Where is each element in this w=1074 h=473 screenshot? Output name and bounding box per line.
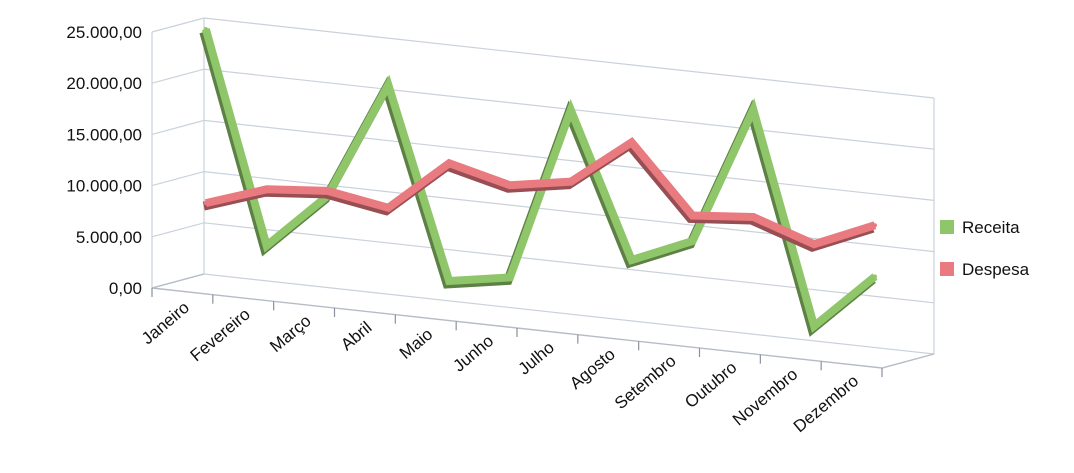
data-point-despesa bbox=[325, 188, 330, 193]
data-point-receita bbox=[629, 258, 634, 263]
gridline bbox=[151, 68, 935, 150]
x-tick-label: Julho bbox=[515, 338, 558, 379]
data-point-despesa bbox=[203, 201, 208, 206]
legend-label-receita: Receita bbox=[962, 218, 1020, 237]
x-tick-label: Fevereiro bbox=[187, 305, 254, 366]
data-point-receita bbox=[386, 82, 391, 87]
x-tick-label: Dezembro bbox=[790, 371, 862, 436]
data-point-despesa bbox=[386, 205, 391, 210]
x-tick-label: Outubro bbox=[681, 358, 740, 412]
data-point-receita bbox=[264, 243, 269, 248]
series-line-receita bbox=[201, 27, 878, 334]
data-point-despesa bbox=[507, 183, 512, 188]
data-point-despesa bbox=[751, 215, 756, 220]
gridline bbox=[151, 222, 935, 304]
data-point-despesa bbox=[812, 242, 817, 247]
legend-swatch-receita bbox=[940, 220, 954, 234]
data-point-despesa bbox=[568, 179, 573, 184]
data-point-receita bbox=[568, 107, 573, 112]
data-point-despesa bbox=[264, 187, 269, 192]
axes bbox=[151, 18, 935, 377]
x-tick-label: Agosto bbox=[566, 345, 619, 394]
data-point-receita bbox=[872, 274, 877, 279]
x-tick-label: Novembro bbox=[729, 365, 801, 430]
y-tick-label: 20.000,00 bbox=[66, 74, 142, 93]
legend-label-despesa: Despesa bbox=[962, 260, 1030, 279]
data-point-receita bbox=[203, 27, 208, 32]
data-point-receita bbox=[447, 278, 452, 283]
x-tick-label: Junho bbox=[449, 331, 497, 375]
y-tick-label: 10.000,00 bbox=[66, 177, 142, 196]
data-point-despesa bbox=[872, 223, 877, 228]
data-point-despesa bbox=[690, 213, 695, 218]
x-tick-label: Março bbox=[266, 311, 314, 356]
x-tick-label: Setembro bbox=[611, 351, 680, 413]
data-point-receita bbox=[507, 275, 512, 280]
x-tick-label: Janeiro bbox=[138, 298, 193, 348]
data-point-despesa bbox=[447, 161, 452, 166]
data-point-despesa bbox=[629, 140, 634, 145]
series-line-despesa bbox=[204, 136, 877, 249]
y-tick-label: 25.000,00 bbox=[66, 23, 142, 42]
data-point-receita bbox=[751, 107, 756, 112]
y-tick-label: 15.000,00 bbox=[66, 125, 142, 144]
y-tick-label: 0,00 bbox=[109, 279, 142, 298]
y-tick-label: 5.000,00 bbox=[76, 228, 142, 247]
gridline bbox=[151, 17, 935, 99]
y-axis-tick-labels: 0,00 5.000,00 10.000,00 15.000,00 20.000,00 2… bbox=[66, 23, 142, 298]
x-tick-label: Maio bbox=[396, 325, 436, 363]
legend: Receita Despesa bbox=[940, 218, 1030, 279]
series-lines bbox=[199, 27, 878, 337]
data-point-receita bbox=[812, 324, 817, 329]
legend-swatch-despesa bbox=[940, 262, 954, 276]
data-point-receita bbox=[690, 239, 695, 244]
x-tick-label: Abril bbox=[337, 318, 375, 354]
